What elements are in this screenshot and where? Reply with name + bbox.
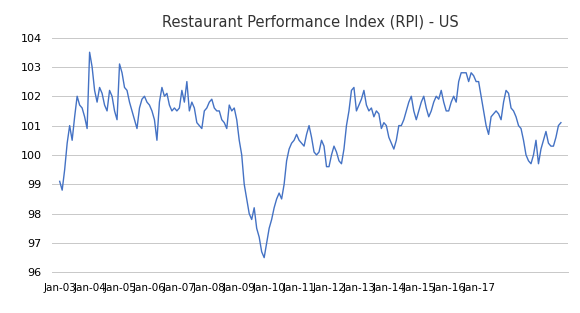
Title: Restaurant Performance Index (RPI) - US: Restaurant Performance Index (RPI) - US: [162, 14, 459, 29]
